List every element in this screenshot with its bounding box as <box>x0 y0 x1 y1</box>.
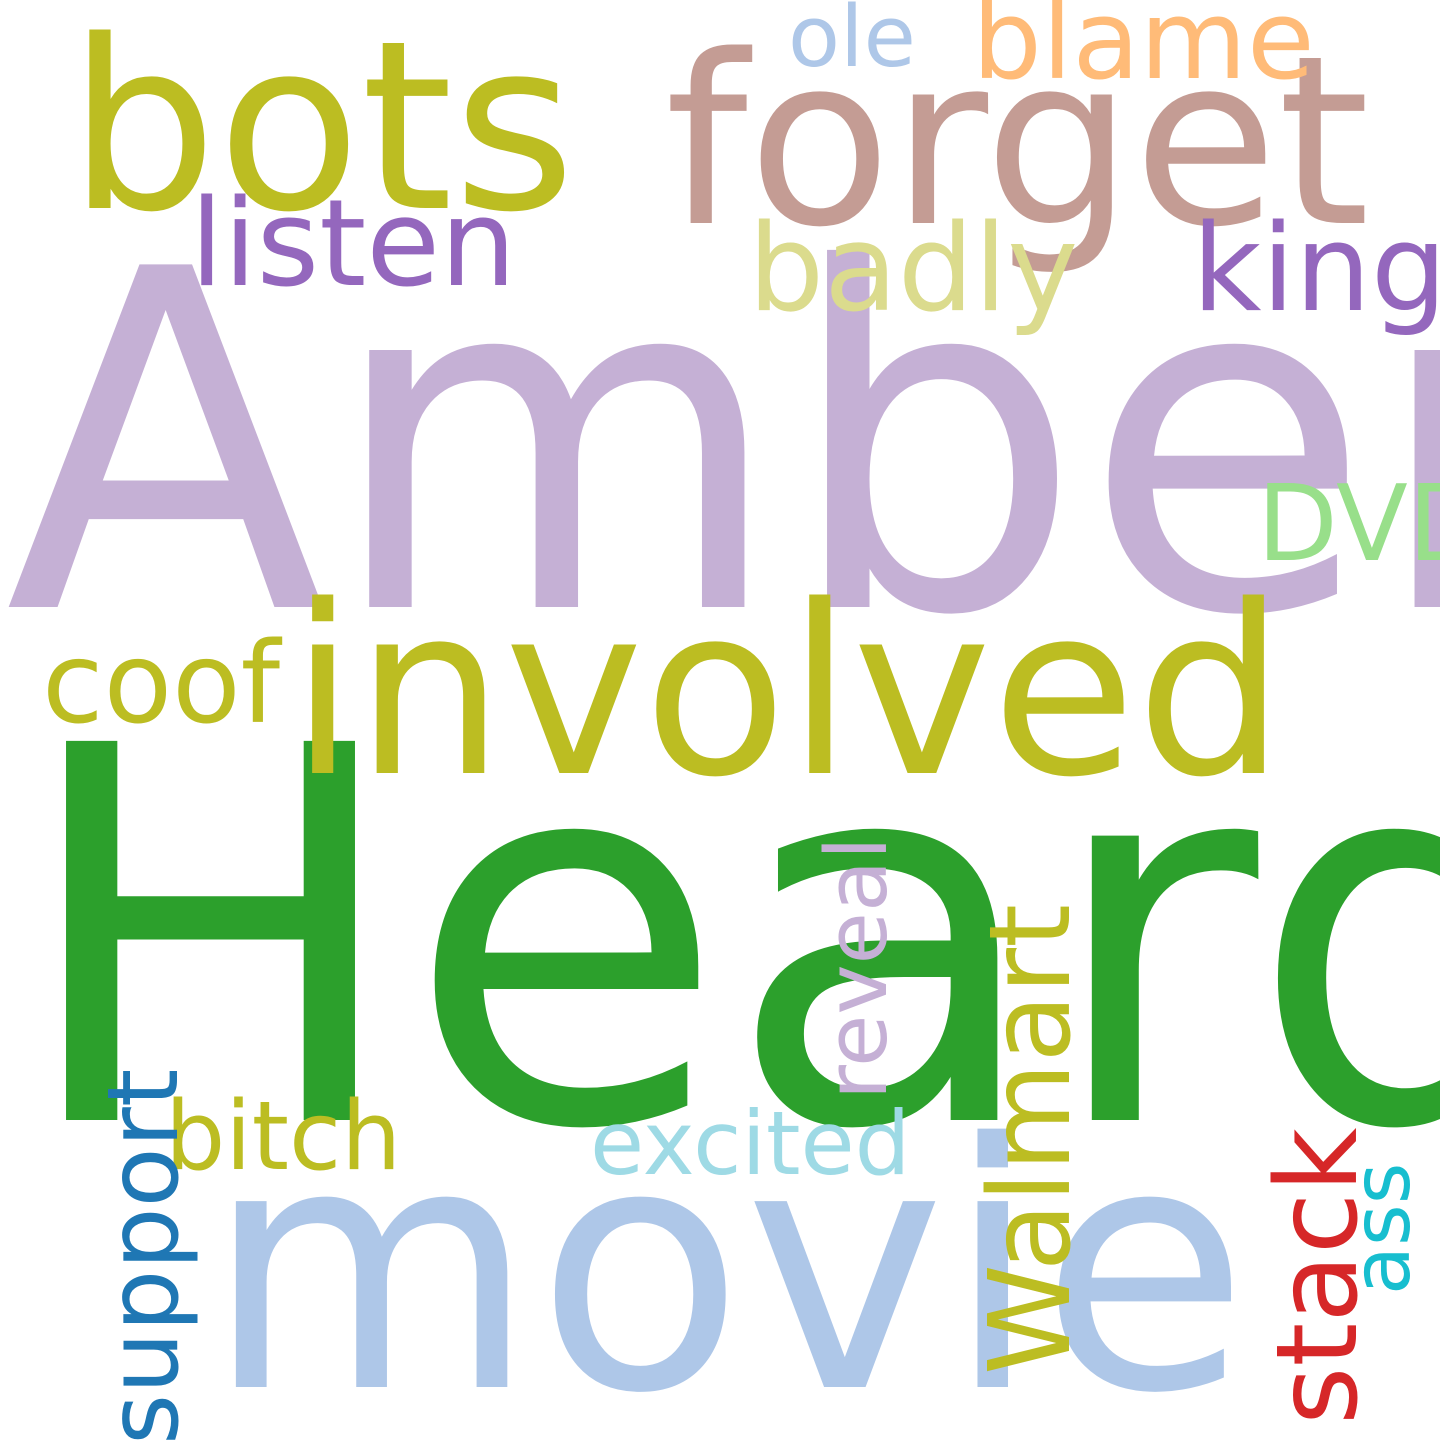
word-badly: badly <box>748 200 1079 339</box>
word-bitch: bitch <box>165 1082 402 1192</box>
word-ole: ole <box>788 0 916 87</box>
word-ass: ass <box>1335 1162 1428 1295</box>
word-listen: listen <box>190 175 517 314</box>
word-reveal: reveal <box>808 836 907 1100</box>
word-forget: forget <box>665 6 1370 279</box>
word-coof: coof <box>42 619 281 749</box>
word-support: support <box>87 1068 201 1440</box>
word-bots: bots <box>68 0 576 264</box>
word-excited: excited <box>590 1092 911 1195</box>
word-heard: Heard <box>15 637 1440 1243</box>
word-king: king <box>1192 200 1440 339</box>
word-movie: movie <box>205 1072 1250 1440</box>
word-involved: involved <box>290 556 1286 829</box>
word-blame: blame <box>972 0 1315 104</box>
word-amber: Amber <box>5 171 1440 718</box>
word-walmart: Walmart <box>966 903 1096 1375</box>
word-dvd: DVD <box>1257 463 1440 585</box>
